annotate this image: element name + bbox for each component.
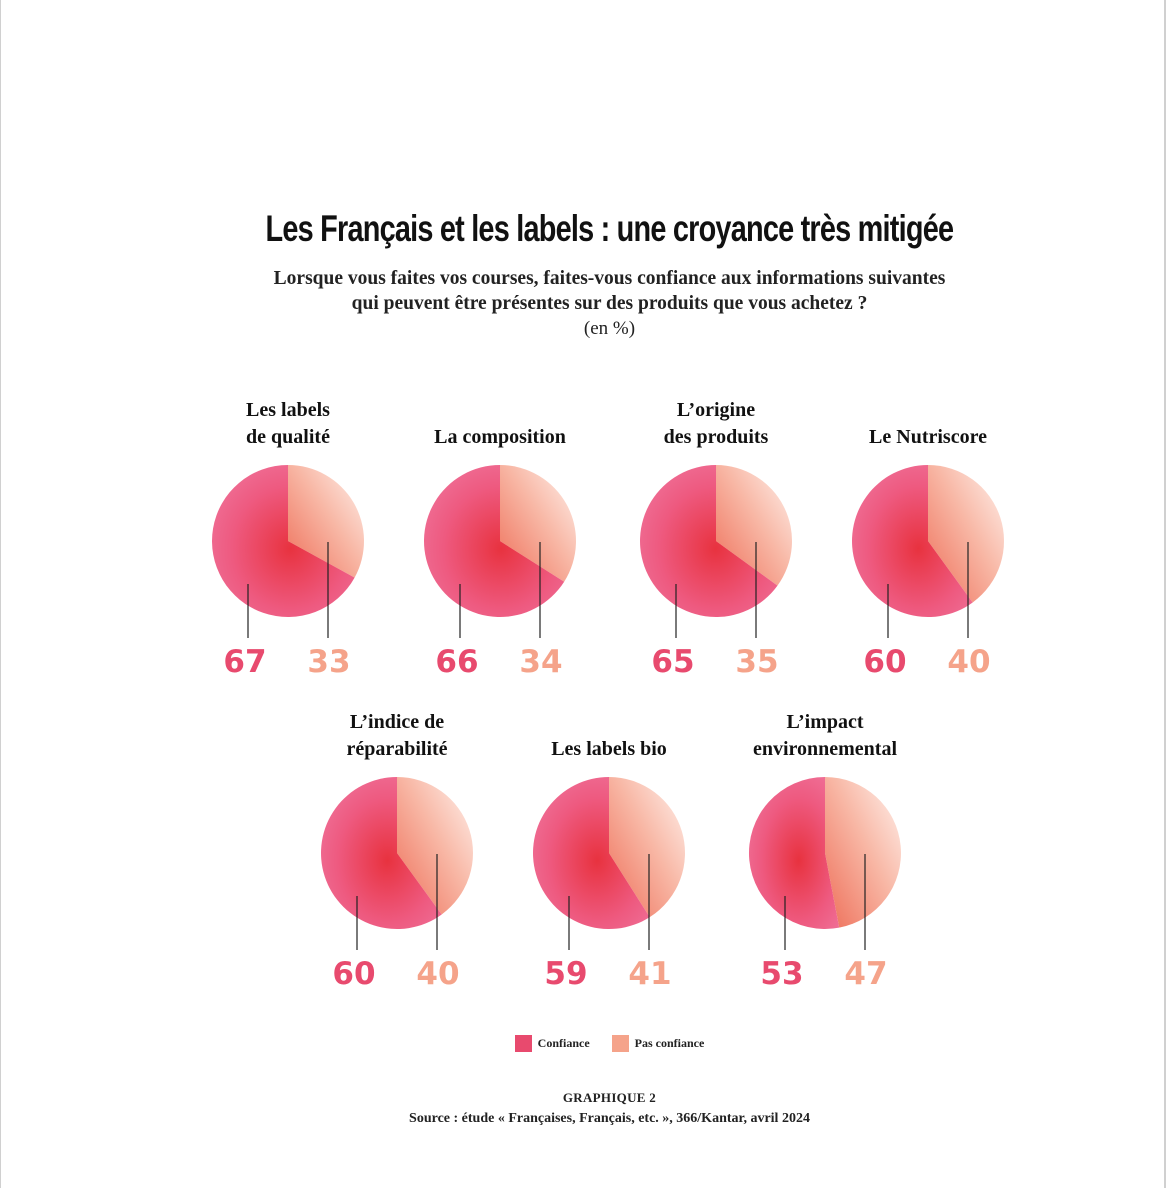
legend-swatch-pas-confiance: [611, 1035, 629, 1052]
value-label-confiance: 60: [863, 644, 906, 680]
pie-slice-pas-confiance: [716, 465, 793, 586]
pie-slice-pas-confiance: [825, 777, 901, 928]
page-border-right: [1164, 0, 1166, 1188]
pie-slice-confiance: [532, 777, 650, 929]
legend: Confiance Pas confiance: [0, 1035, 1166, 1052]
value-label-pas-confiance: 35: [735, 644, 778, 680]
pie-slice-pas-confiance: [928, 465, 1005, 603]
pie-chart-title: Les labels: [246, 399, 330, 421]
pie-chart-group: 60 40 L’indice de réparabilité: [321, 711, 474, 992]
pie-chart-group: 67 33 Les labels de qualité: [211, 399, 364, 680]
subtitle-line-1: Lorsque vous faites vos courses, faites-…: [273, 268, 946, 289]
pie-slice-pas-confiance: [609, 777, 685, 918]
figure-label: GRAPHIQUE 2: [562, 1090, 657, 1105]
chart-subtitle: Lorsque vous faites vos courses, faites-…: [0, 266, 1166, 316]
pie-chart-title: L’origine: [677, 399, 755, 421]
pie-slice-confiance: [852, 465, 973, 617]
pie-slice-confiance: [423, 465, 565, 617]
pie-chart-group: 60 40 Le Nutriscore: [852, 426, 1005, 680]
page-border-left: [0, 0, 1, 1188]
value-label-pas-confiance: 33: [307, 644, 350, 680]
pie-chart-title: de qualité: [246, 426, 330, 448]
pie-chart-group: 66 34 La composition: [423, 426, 576, 680]
legend-label-confiance: Confiance: [537, 1036, 590, 1050]
pie-slice-pas-confiance: [288, 465, 364, 578]
pie-chart-title: La composition: [434, 426, 566, 448]
value-label-confiance: 60: [332, 956, 375, 992]
pie-slice-confiance: [748, 777, 840, 929]
pie-chart-group: 59 41 Les labels bio: [532, 738, 685, 992]
pie-chart-title: L’indice de: [350, 711, 444, 733]
value-label-confiance: 66: [435, 644, 478, 680]
value-label-pas-confiance: 41: [628, 956, 671, 992]
pie-chart-title: des produits: [664, 426, 769, 448]
pie-slice-confiance: [211, 465, 355, 617]
value-label-confiance: 59: [544, 956, 587, 992]
value-label-pas-confiance: 40: [947, 644, 990, 680]
value-label-confiance: 67: [223, 644, 266, 680]
value-label-pas-confiance: 40: [416, 956, 459, 992]
legend-item-pas-confiance: Pas confiance: [611, 1035, 705, 1052]
pie-chart-title: réparabilité: [346, 738, 447, 760]
unit-label: (en %): [583, 318, 636, 339]
value-label-pas-confiance: 47: [844, 956, 887, 992]
value-label-pas-confiance: 34: [519, 644, 562, 680]
pie-chart-group: 53 47 L’impact environnemental: [748, 711, 901, 992]
pie-slice-pas-confiance: [397, 776, 474, 915]
legend-item-confiance: Confiance: [514, 1035, 590, 1052]
pie-slice-confiance: [321, 777, 442, 929]
pie-chart-title: Le Nutriscore: [869, 426, 987, 448]
pie-slice-confiance: [640, 465, 778, 617]
pie-chart-title: Les labels bio: [551, 738, 667, 760]
chart-title: Les Français et les labels : une croyanc…: [265, 208, 955, 249]
pie-slice-pas-confiance: [500, 465, 576, 582]
legend-swatch-confiance: [514, 1035, 532, 1052]
value-label-confiance: 53: [760, 956, 803, 992]
source-note: Source : étude « Françaises, Français, e…: [409, 1111, 810, 1126]
pie-chart-title: L’impact: [786, 711, 863, 733]
value-label-confiance: 65: [651, 644, 694, 680]
pie-chart-group: 65 35 L’origine des produits: [640, 399, 793, 680]
subtitle-line-2: qui peuvent être présentes sur des produ…: [351, 293, 868, 314]
legend-label-pas-confiance: Pas confiance: [634, 1036, 705, 1050]
pie-chart-title: environnemental: [753, 738, 898, 760]
